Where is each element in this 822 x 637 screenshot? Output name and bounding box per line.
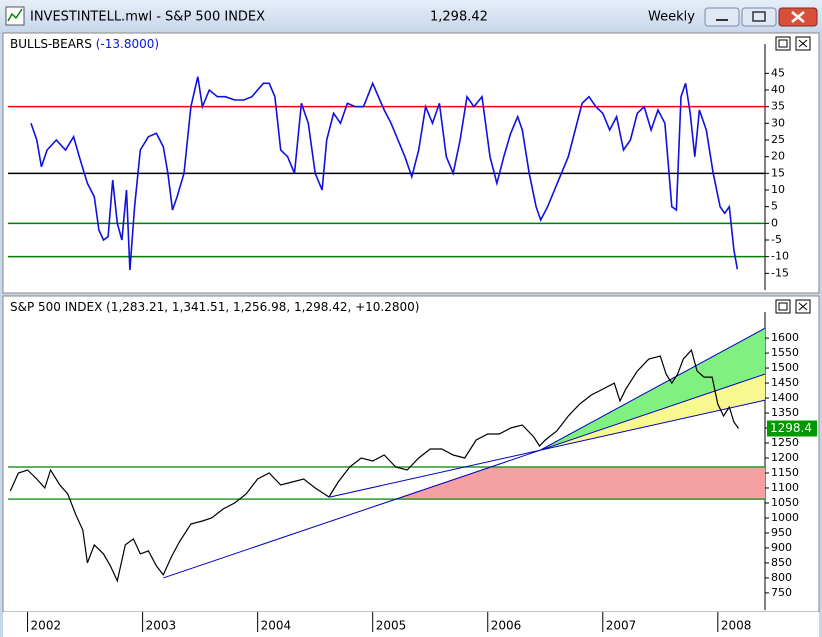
panel-button-icons bbox=[778, 39, 808, 311]
panel-buttons bbox=[775, 36, 811, 314]
series-line bbox=[9, 348, 739, 583]
last-price-box bbox=[767, 420, 817, 437]
maximize-button[interactable] bbox=[741, 7, 777, 27]
y-tick-label: 45 bbox=[771, 66, 785, 79]
x-tick-label: 2007 bbox=[606, 619, 637, 633]
last-price-label: 1298.4 bbox=[770, 421, 812, 435]
maximize-icon bbox=[752, 11, 766, 22]
y-tick-label: 40 bbox=[771, 83, 785, 96]
y-tick-label: 20 bbox=[771, 150, 785, 163]
y-tick-label: 1250 bbox=[771, 436, 799, 449]
indicator-value: (-13.8000) bbox=[96, 37, 159, 51]
y-tick-label: -10 bbox=[771, 250, 789, 263]
trend-line bbox=[330, 399, 765, 498]
y-tick-label: 1400 bbox=[771, 391, 799, 404]
panel-sp500 bbox=[2, 295, 820, 613]
y-tick-label: 1500 bbox=[771, 361, 799, 374]
y-tick-label: 1550 bbox=[771, 346, 799, 359]
panel-restore-button[interactable] bbox=[775, 299, 791, 314]
x-tick-label: 2006 bbox=[491, 619, 522, 633]
y-tick-label: 850 bbox=[771, 556, 792, 569]
x-tick-label: 2002 bbox=[31, 619, 62, 633]
y-tick-label: 0 bbox=[771, 216, 778, 229]
indicator-name: BULLS-BEARS bbox=[10, 37, 92, 51]
y-tick-label: 1200 bbox=[771, 451, 799, 464]
panel-restore-button[interactable] bbox=[775, 36, 791, 51]
title-bar bbox=[0, 0, 822, 31]
plot-area bbox=[8, 76, 765, 271]
y-tick-label: 1050 bbox=[771, 496, 799, 509]
y-tick-label: 1150 bbox=[771, 466, 799, 479]
y-tick-label: 900 bbox=[771, 541, 792, 554]
window-price: 1,298.42 bbox=[430, 10, 488, 25]
y-tick-label: 10 bbox=[771, 183, 785, 196]
y-tick-label: -5 bbox=[771, 233, 782, 246]
symbol-name: S&P 500 INDEX bbox=[10, 300, 102, 314]
y-tick-label: 25 bbox=[771, 133, 785, 146]
minimize-button[interactable] bbox=[704, 7, 740, 27]
y-tick-label: 1600 bbox=[771, 331, 799, 344]
y-tick-label: 750 bbox=[771, 586, 792, 599]
window-period: Weekly bbox=[648, 10, 695, 25]
y-tick-label: 35 bbox=[771, 100, 785, 113]
zone bbox=[395, 466, 765, 500]
x-tick-label: 2005 bbox=[376, 619, 407, 633]
window-title: INVESTINTELL.mwl - S&P 500 INDEX bbox=[30, 10, 265, 25]
y-tick-label: -15 bbox=[771, 266, 789, 279]
y-tick-label: 1350 bbox=[771, 406, 799, 419]
plots: 454035302520151050-5-10-1516001550150014… bbox=[8, 44, 817, 633]
y-tick-label: 5 bbox=[771, 200, 778, 213]
y-tick-label: 15 bbox=[771, 166, 785, 179]
series-line bbox=[30, 76, 739, 271]
y-tick-label: 30 bbox=[771, 116, 785, 129]
trend-line bbox=[540, 327, 765, 451]
time-axis bbox=[3, 612, 819, 637]
plot-area bbox=[8, 327, 765, 583]
y-tick-label: 1100 bbox=[771, 481, 799, 494]
symbol-values: (1,283.21, 1,341.51, 1,256.98, 1,298.42,… bbox=[106, 300, 419, 314]
x-tick-label: 2003 bbox=[146, 619, 177, 633]
x-tick-label: 2008 bbox=[721, 619, 752, 633]
y-tick-label: 1450 bbox=[771, 376, 799, 389]
app-icon-graph bbox=[7, 8, 23, 22]
panel-title: BULLS-BEARS (-13.8000) bbox=[10, 37, 159, 51]
panel-title: S&P 500 INDEX (1,283.21, 1,341.51, 1,256… bbox=[10, 300, 419, 314]
y-tick-label: 1000 bbox=[771, 511, 799, 524]
y-tick-label: 950 bbox=[771, 526, 792, 539]
panel-bulls-bears bbox=[2, 32, 820, 294]
trend-line bbox=[163, 373, 765, 579]
close-icon bbox=[791, 11, 805, 23]
x-tick-label: 2004 bbox=[261, 619, 292, 633]
y-tick-label: 800 bbox=[771, 571, 792, 584]
